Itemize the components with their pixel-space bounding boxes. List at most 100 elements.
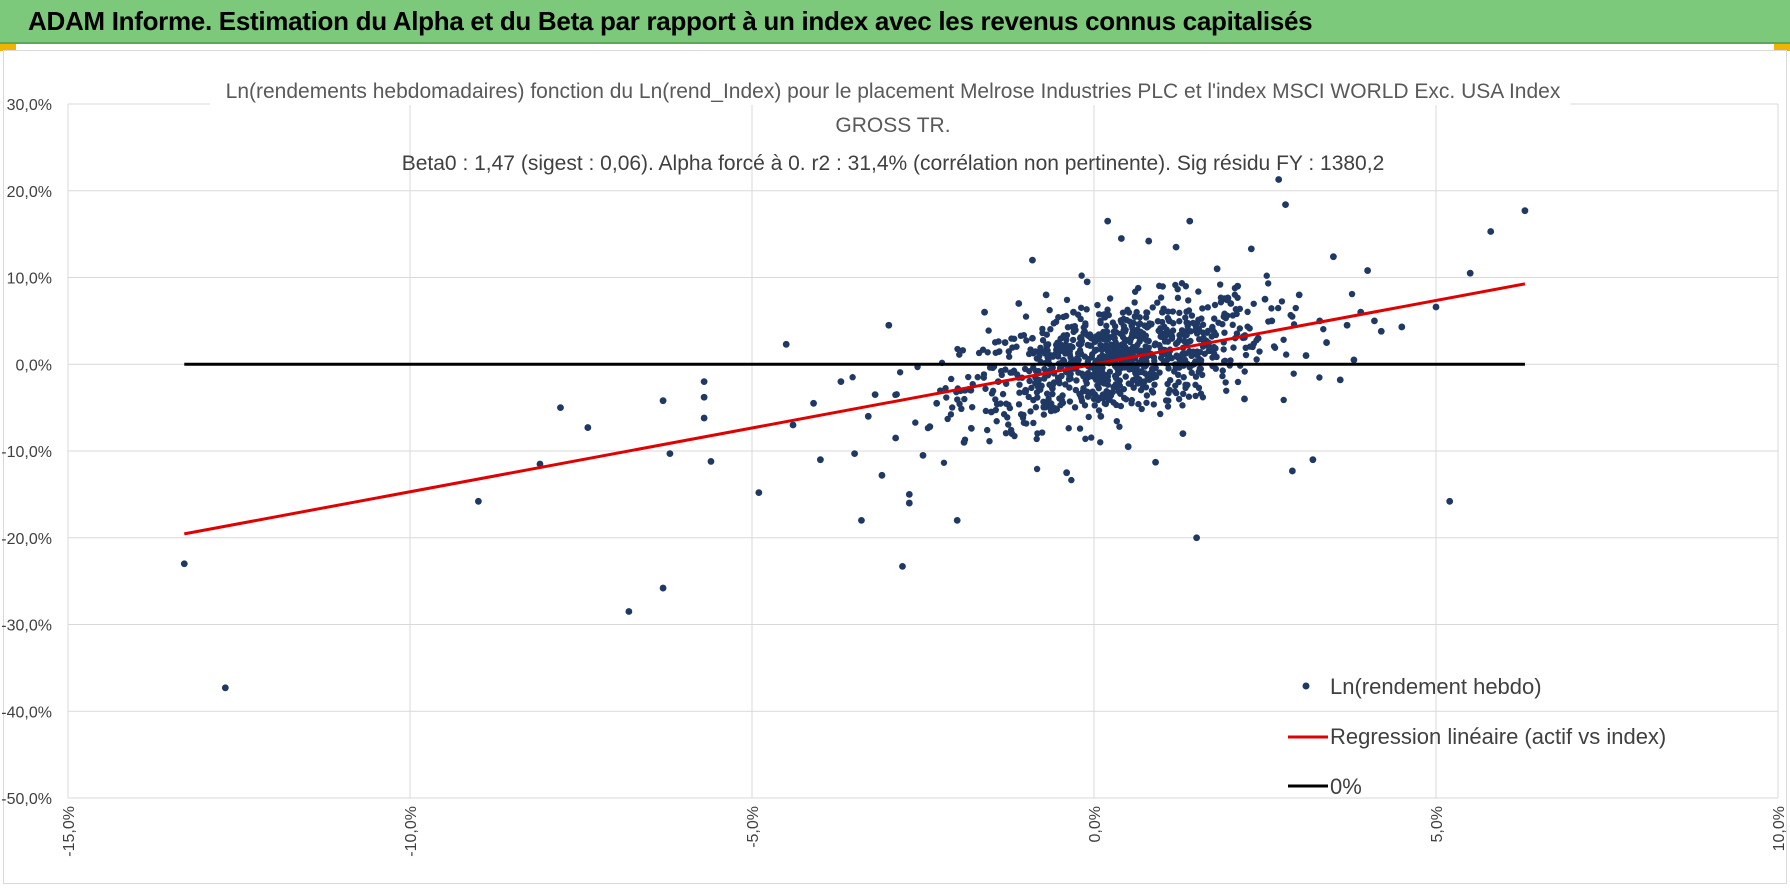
scatter-point bbox=[1125, 380, 1133, 387]
scatter-point bbox=[1016, 389, 1023, 396]
scatter-point bbox=[1182, 283, 1190, 290]
scatter-point bbox=[1040, 403, 1047, 410]
scatter-point bbox=[905, 490, 913, 498]
scatter-point bbox=[1125, 309, 1133, 316]
scatter-point bbox=[1081, 402, 1089, 409]
scatter-point bbox=[997, 400, 1004, 407]
scatter-point bbox=[1097, 439, 1104, 446]
scatter-point bbox=[1113, 401, 1120, 409]
scatter-point bbox=[1023, 337, 1030, 344]
scatter-point bbox=[943, 394, 950, 401]
y-tick-label: -40,0% bbox=[1, 704, 52, 721]
scatter-point bbox=[899, 562, 906, 570]
scatter-point bbox=[1052, 341, 1060, 349]
scatter-point bbox=[1192, 392, 1199, 400]
scatter-point bbox=[974, 373, 981, 381]
scatter-point bbox=[1377, 327, 1385, 335]
scatter-point bbox=[1015, 401, 1023, 408]
scatter-point bbox=[707, 458, 715, 465]
scatter-point bbox=[1249, 343, 1256, 351]
scatter-point bbox=[1110, 328, 1117, 335]
scatter-point bbox=[700, 378, 708, 385]
y-tick-label: -30,0% bbox=[1, 618, 52, 635]
scatter-point bbox=[1047, 400, 1055, 407]
y-tick-label: -20,0% bbox=[1, 531, 52, 548]
regression-line bbox=[184, 282, 1526, 536]
scatter-point bbox=[1038, 429, 1046, 436]
scatter-point bbox=[1092, 333, 1100, 340]
scatter-point bbox=[912, 419, 919, 426]
scatter-point bbox=[1181, 356, 1189, 364]
scatter-point bbox=[1128, 332, 1136, 340]
scatter-point bbox=[1102, 400, 1110, 408]
scatter-point bbox=[999, 390, 1007, 398]
scatter-point bbox=[1114, 346, 1122, 353]
chart-title-line1: Ln(rendements hebdomadaires) fonction du… bbox=[226, 80, 1561, 103]
scatter-point bbox=[1295, 291, 1303, 299]
scatter-point bbox=[1017, 332, 1025, 340]
scatter-point bbox=[1432, 303, 1440, 311]
scatter-point bbox=[1275, 176, 1283, 183]
scatter-point bbox=[1268, 305, 1275, 312]
scatter-point bbox=[1118, 341, 1126, 348]
scatter-point bbox=[1043, 341, 1050, 348]
scatter-point bbox=[475, 497, 482, 505]
scatter-point bbox=[1095, 407, 1103, 414]
scatter-point bbox=[871, 391, 879, 399]
scatter-point bbox=[878, 471, 886, 479]
scatter-point bbox=[1020, 419, 1028, 426]
scatter-point bbox=[961, 436, 969, 443]
scatter-point bbox=[1217, 294, 1225, 301]
scatter-point bbox=[1309, 456, 1317, 464]
legend-label-points: Ln(rendement hebdo) bbox=[1330, 674, 1542, 699]
scatter-point bbox=[1162, 332, 1169, 339]
scatter-point bbox=[1130, 384, 1137, 391]
scatter-point bbox=[1164, 403, 1172, 410]
scatter-point bbox=[1142, 332, 1150, 339]
scatter-point bbox=[1182, 314, 1189, 321]
scatter-point bbox=[1027, 408, 1034, 415]
scatter-point bbox=[810, 399, 817, 407]
scatter-point bbox=[1173, 389, 1180, 397]
scatter-point bbox=[1118, 319, 1125, 326]
scatter-point bbox=[1011, 432, 1018, 440]
scatter-point bbox=[1222, 314, 1229, 322]
scatter-point bbox=[1185, 338, 1193, 345]
scatter-point bbox=[180, 560, 188, 568]
scatter-point bbox=[1123, 316, 1130, 324]
scatter-point bbox=[1027, 346, 1034, 353]
scatter-point bbox=[1364, 267, 1371, 274]
scatter-point bbox=[1211, 301, 1219, 309]
chart-area bbox=[3, 50, 1787, 884]
scatter-point bbox=[1174, 339, 1181, 346]
scatter-point bbox=[666, 450, 674, 458]
scatter-point bbox=[1137, 329, 1144, 336]
legend-marker-points bbox=[1302, 682, 1310, 690]
scatter-point bbox=[1075, 340, 1083, 348]
scatter-point bbox=[1143, 309, 1151, 316]
scatter-point bbox=[980, 371, 988, 378]
scatter-points bbox=[180, 176, 1529, 692]
series-lines bbox=[184, 282, 1526, 536]
scatter-point bbox=[1223, 387, 1230, 394]
scatter-point bbox=[1076, 347, 1084, 354]
scatter-point bbox=[1157, 354, 1165, 362]
scatter-point bbox=[1289, 313, 1296, 320]
scatter-point bbox=[1230, 344, 1237, 351]
scatter-point bbox=[1192, 373, 1200, 380]
scatter-point bbox=[1032, 404, 1040, 411]
scatter-point bbox=[1007, 426, 1015, 434]
scatter-point bbox=[1106, 368, 1114, 375]
scatter-point bbox=[1323, 339, 1330, 346]
scatter-point bbox=[1241, 368, 1248, 375]
scatter-point bbox=[700, 393, 708, 401]
scatter-point bbox=[1192, 381, 1199, 389]
scatter-point bbox=[1174, 371, 1182, 379]
scatter-point bbox=[1161, 338, 1169, 345]
scatter-point bbox=[1316, 374, 1323, 381]
scatter-point bbox=[1157, 333, 1164, 340]
y-tick-label: 0,0% bbox=[16, 357, 52, 374]
scatter-point bbox=[1158, 318, 1166, 326]
scatter-point bbox=[1065, 425, 1072, 432]
scatter-point bbox=[1104, 394, 1111, 401]
